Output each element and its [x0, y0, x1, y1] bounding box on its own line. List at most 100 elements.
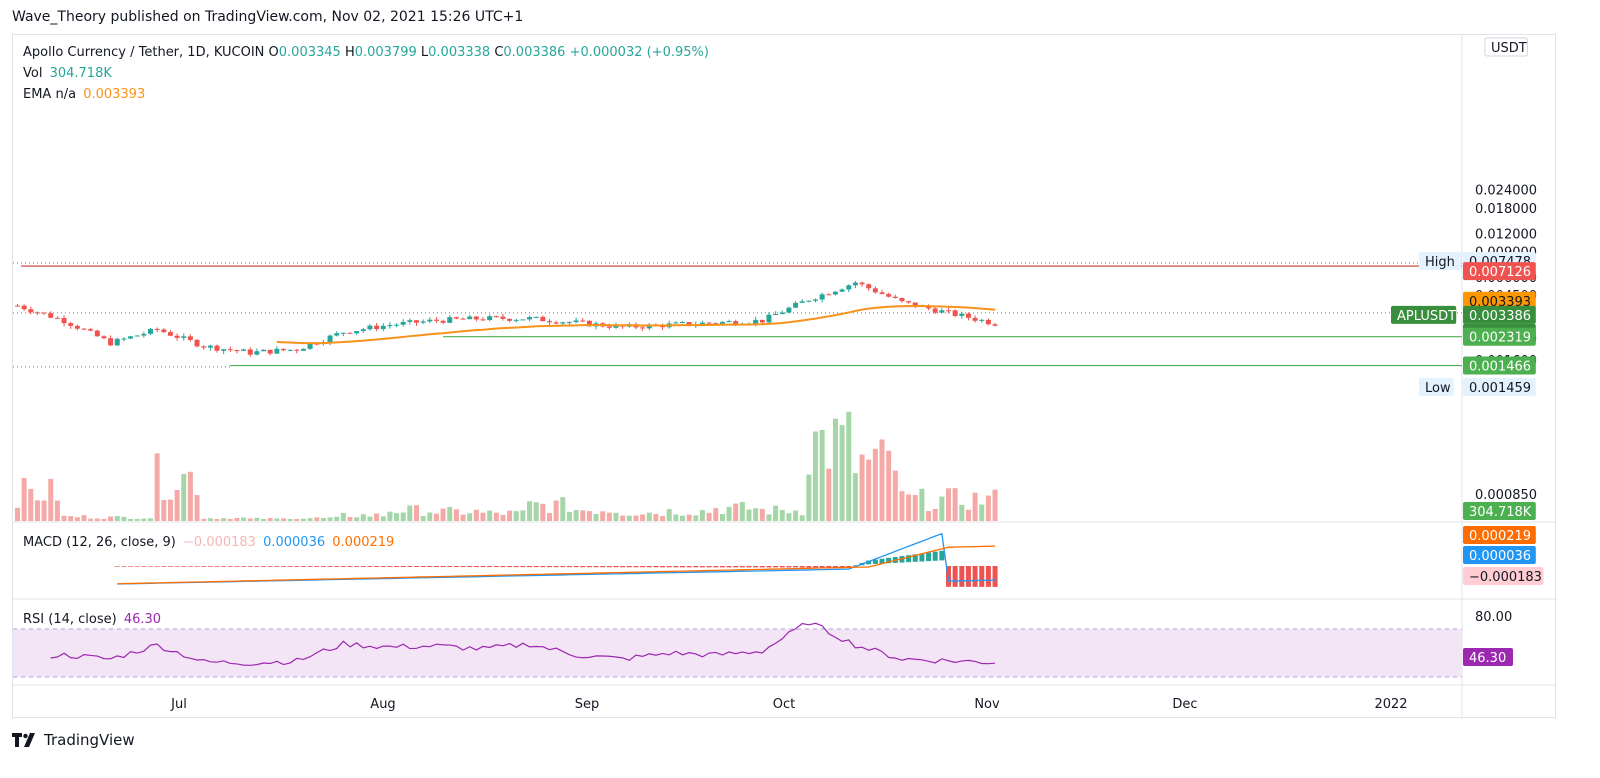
price-tick-label: 0.018000 — [1475, 202, 1537, 217]
volume-bar — [227, 519, 233, 521]
macd-line-tag-bg — [1463, 546, 1536, 564]
candle-body — [606, 326, 612, 328]
symbol-legend: Apollo Currency / Tether, 1D, KUCOIN O0.… — [23, 45, 709, 60]
macd-histogram-bar — [706, 566, 712, 568]
candle-body — [15, 305, 20, 307]
volume-bar — [234, 517, 240, 521]
macd-histogram-bar — [852, 565, 858, 567]
macd-histogram-bar — [227, 566, 233, 567]
volume-legend: Vol 304.718K — [23, 66, 112, 81]
macd-histogram-bar — [793, 566, 799, 568]
macd-histogram-bar — [879, 558, 885, 564]
macd-histogram-bar — [161, 566, 167, 567]
chart-frame[interactable]: 0.0240000.0180000.0120000.0090000.006000… — [12, 34, 1557, 719]
volume-bar — [414, 505, 419, 521]
macd-histogram-bar — [141, 566, 147, 567]
volume-bar — [713, 508, 719, 521]
volume-bar — [134, 519, 140, 521]
candle-body — [221, 349, 227, 351]
candle-body — [294, 349, 300, 351]
macd-histogram-bar — [979, 566, 985, 587]
macd-histogram-bar — [759, 566, 765, 568]
volume-bar — [566, 511, 572, 521]
volume-bar — [141, 518, 147, 521]
candle-body — [300, 348, 306, 351]
volume-bar — [686, 514, 692, 521]
volume-bar — [101, 518, 107, 521]
volume-bar — [15, 507, 20, 521]
volume-bar — [646, 512, 652, 521]
candle-body — [553, 322, 559, 324]
volume-bar — [886, 450, 892, 521]
macd-histogram-bar — [826, 566, 832, 568]
volume-bar — [706, 512, 712, 521]
candle-body — [234, 350, 240, 352]
candle-body — [181, 336, 187, 338]
macd-histogram-bar — [560, 566, 566, 568]
macd-histogram-bar — [547, 566, 552, 568]
ema-value: 0.003393 — [83, 87, 146, 102]
tradingview-logo[interactable]: TradingView — [12, 731, 135, 749]
volume-bar — [174, 489, 180, 521]
symbol-tag-bg — [1391, 305, 1457, 324]
volume-bar — [21, 478, 27, 521]
macd-histogram-bar — [234, 566, 240, 567]
volume-bar — [520, 510, 526, 521]
candle-body — [407, 320, 413, 322]
volume-bar — [214, 519, 220, 521]
volume-bar — [420, 516, 426, 521]
price-tick-label: 0.024000 — [1475, 184, 1537, 199]
volume-bar — [866, 459, 872, 521]
time-tick-label: Sep — [575, 697, 600, 712]
volume-bar — [759, 508, 765, 521]
support-upper-tag: 0.002319 — [1469, 331, 1531, 346]
volume-bar — [560, 497, 566, 521]
macd-histogram-bar — [320, 566, 326, 567]
macd-histogram-bar — [201, 566, 207, 567]
macd-histogram-bar — [287, 566, 293, 567]
macd-histogram-bar — [374, 566, 380, 567]
candle-body — [141, 333, 147, 336]
macd-histogram-bar — [713, 566, 719, 568]
macd-histogram-bar — [394, 566, 400, 567]
macd-histogram-bar — [148, 566, 153, 567]
candle-body — [852, 282, 858, 286]
candle-body — [374, 325, 380, 330]
candle-body — [68, 323, 74, 326]
volume-bar — [314, 517, 320, 521]
macd-histogram-bar — [606, 566, 612, 568]
candle-body — [347, 332, 353, 334]
candle-body — [274, 348, 280, 354]
macd-histogram-bar — [414, 566, 419, 567]
volume-bar — [786, 513, 792, 521]
candle-body — [287, 349, 293, 351]
volume-bar — [374, 513, 380, 521]
high-label: High — [1425, 255, 1455, 270]
macd-histogram-bar — [400, 566, 406, 567]
macd-histogram-bar — [300, 566, 306, 567]
macd-histogram-bar — [640, 566, 646, 568]
volume-bar — [746, 509, 752, 521]
volume-bar — [859, 454, 865, 521]
volume-bar — [440, 508, 446, 521]
candle-body — [380, 325, 386, 330]
candle-body — [194, 339, 200, 347]
volume-bar — [693, 515, 699, 521]
volume-bar — [719, 514, 725, 521]
volume-bar — [879, 439, 885, 521]
macd-histogram-bar — [733, 566, 739, 568]
macd-histogram-bar — [420, 566, 426, 567]
candle-body — [433, 319, 439, 321]
candle-body — [992, 324, 998, 326]
price-chart[interactable]: 0.0240000.0180000.0120000.0090000.006000… — [13, 35, 1557, 719]
macd-legend: MACD (12, 26, close, 9) −0.000183 0.0000… — [23, 535, 395, 550]
volume-bar — [892, 470, 898, 521]
support-upper-tag-bg — [1463, 327, 1536, 346]
volume-bar — [433, 513, 439, 521]
volume-bar — [906, 494, 912, 521]
macd-histogram-bar — [799, 566, 805, 568]
candle-body — [214, 345, 220, 351]
macd-histogram-bar — [959, 566, 965, 587]
volume-tick-label: 0.000850 — [1475, 488, 1537, 503]
macd-histogram-bar — [573, 566, 579, 568]
